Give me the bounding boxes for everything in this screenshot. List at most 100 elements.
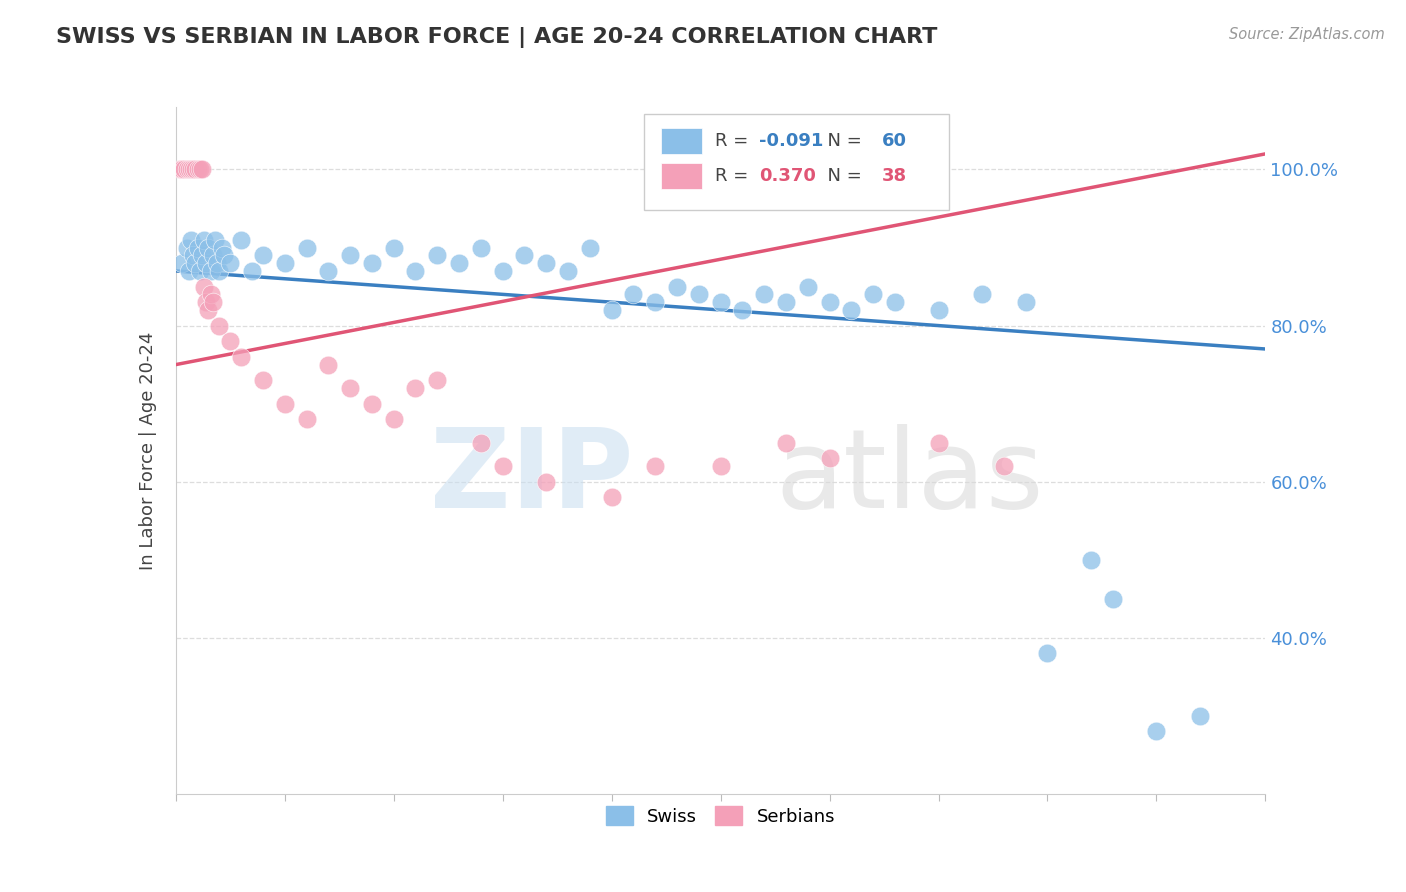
Point <box>172 256 194 270</box>
Point <box>993 458 1015 473</box>
Point <box>731 302 754 317</box>
Point <box>188 264 211 278</box>
Point <box>186 240 209 255</box>
Point <box>295 412 318 426</box>
Point <box>1102 591 1125 606</box>
Point <box>928 435 950 450</box>
Point <box>169 162 191 177</box>
Point <box>339 248 361 262</box>
Point <box>600 302 623 317</box>
Point <box>818 295 841 310</box>
Point <box>252 248 274 262</box>
Point <box>775 435 797 450</box>
Point <box>513 248 536 262</box>
Point <box>972 287 994 301</box>
Point <box>884 295 907 310</box>
Point <box>534 475 557 489</box>
Text: R =: R = <box>716 132 754 151</box>
Point <box>200 264 222 278</box>
Point <box>191 162 214 177</box>
Point <box>184 162 207 177</box>
Point <box>240 264 263 278</box>
Point <box>252 373 274 387</box>
Point <box>172 162 194 177</box>
Point <box>274 256 297 270</box>
Text: atlas: atlas <box>775 425 1043 532</box>
Point <box>928 302 950 317</box>
Point <box>205 256 228 270</box>
Point <box>754 287 776 301</box>
Point <box>173 162 195 177</box>
Text: N =: N = <box>817 132 868 151</box>
Point <box>426 248 449 262</box>
Point <box>534 256 557 270</box>
FancyBboxPatch shape <box>644 114 949 211</box>
Point <box>1015 295 1038 310</box>
Point <box>200 287 222 301</box>
Point <box>184 256 207 270</box>
Point <box>193 233 215 247</box>
Legend: Swiss, Serbians: Swiss, Serbians <box>599 799 842 833</box>
Point <box>211 240 233 255</box>
Point <box>470 435 492 450</box>
Point <box>818 451 841 466</box>
Point <box>1080 552 1102 567</box>
Point <box>177 162 200 177</box>
Point <box>176 162 198 177</box>
Point <box>212 248 235 262</box>
Point <box>470 240 492 255</box>
Point <box>447 256 470 270</box>
Point <box>181 248 204 262</box>
Point <box>361 256 384 270</box>
Text: R =: R = <box>716 167 754 185</box>
Text: -0.091: -0.091 <box>759 132 823 151</box>
Point <box>405 264 427 278</box>
Text: 60: 60 <box>882 132 907 151</box>
Point <box>1036 646 1059 660</box>
Point <box>318 358 340 372</box>
Point <box>600 490 623 504</box>
Point <box>405 381 427 395</box>
Point <box>775 295 797 310</box>
Point <box>295 240 318 255</box>
Point <box>492 264 515 278</box>
Point <box>688 287 710 301</box>
Point <box>219 256 242 270</box>
Point <box>862 287 884 301</box>
Point <box>382 240 405 255</box>
Point <box>208 318 231 333</box>
Point <box>181 162 204 177</box>
Point <box>644 458 666 473</box>
Point <box>274 396 297 410</box>
Point <box>193 279 215 293</box>
Point <box>191 248 214 262</box>
Point <box>841 302 863 317</box>
Text: ZIP: ZIP <box>430 425 633 532</box>
Text: N =: N = <box>817 167 868 185</box>
Text: Source: ZipAtlas.com: Source: ZipAtlas.com <box>1229 27 1385 42</box>
Text: 0.370: 0.370 <box>759 167 815 185</box>
Point <box>186 162 209 177</box>
Point <box>201 248 224 262</box>
Point <box>621 287 644 301</box>
Bar <box>661 162 702 189</box>
Point <box>318 264 340 278</box>
Point <box>204 233 226 247</box>
Text: 38: 38 <box>882 167 907 185</box>
Point <box>197 302 219 317</box>
Point <box>195 256 218 270</box>
Point <box>557 264 579 278</box>
Point <box>797 279 820 293</box>
Bar <box>661 128 702 154</box>
Y-axis label: In Labor Force | Age 20-24: In Labor Force | Age 20-24 <box>139 331 157 570</box>
Point <box>195 295 218 310</box>
Point <box>1146 724 1168 739</box>
Point <box>1189 708 1212 723</box>
Point <box>579 240 602 255</box>
Point <box>666 279 689 293</box>
Point <box>231 350 253 364</box>
Point <box>710 295 733 310</box>
Point <box>426 373 449 387</box>
Point <box>339 381 361 395</box>
Point <box>180 162 202 177</box>
